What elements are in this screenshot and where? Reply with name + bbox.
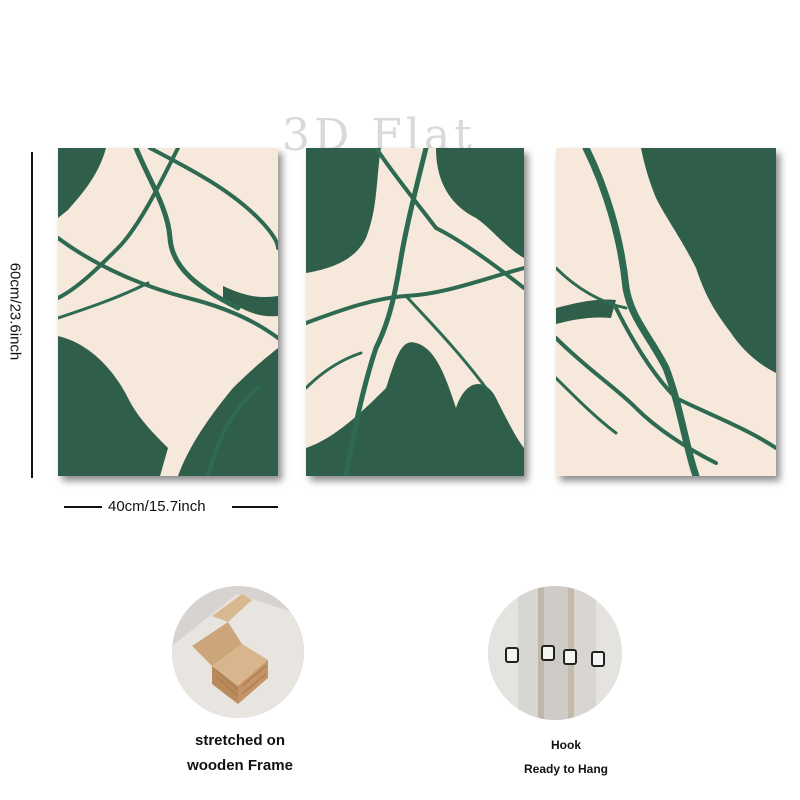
feature-caption-hook-line1: Hook [551, 738, 581, 752]
abstract-art-middle [306, 148, 524, 476]
abstract-art-right [556, 148, 776, 476]
height-dimension-label: 60cm/23.6inch [6, 256, 24, 367]
height-dimension-line [31, 152, 33, 478]
canvas-panel-middle [306, 148, 524, 476]
wooden-frame-photo [172, 586, 304, 718]
feature-caption-frame-line1: stretched on [194, 732, 285, 749]
feature-caption-frame-line2: wooden Frame [187, 757, 293, 774]
abstract-art-left [58, 148, 278, 476]
canvas-panel-left [58, 148, 278, 476]
hook-icon [488, 586, 622, 720]
width-dimension-line-left [64, 506, 102, 508]
wooden-frame-icon [172, 586, 304, 718]
width-dimension-label: 40cm/15.7inch [108, 498, 206, 515]
feature-caption-hook-line2: Ready to Hang [523, 762, 608, 776]
hook-photo [488, 586, 622, 720]
width-dimension-line-right [232, 506, 278, 508]
canvas-panel-right [556, 148, 776, 476]
